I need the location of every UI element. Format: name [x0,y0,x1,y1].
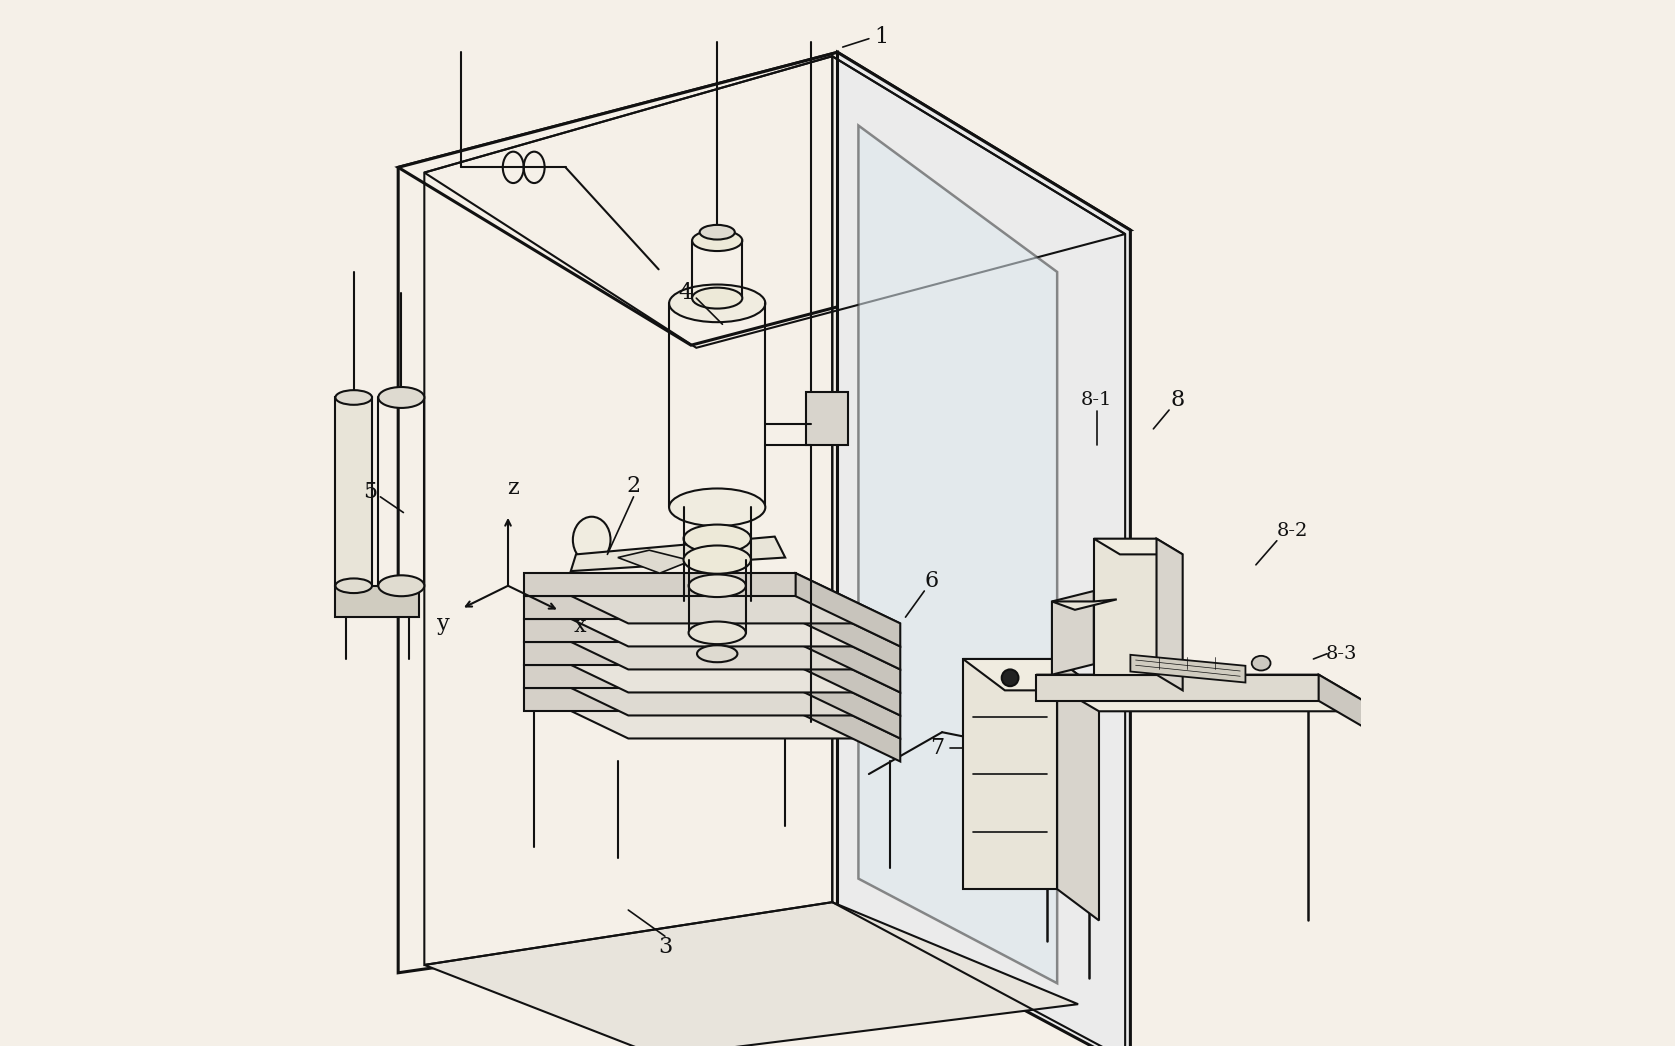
Ellipse shape [688,574,745,597]
Polygon shape [524,573,899,623]
Ellipse shape [335,578,372,593]
Text: 6: 6 [925,569,938,592]
Polygon shape [806,392,848,445]
Polygon shape [963,659,1099,690]
Polygon shape [524,573,796,596]
Text: 5: 5 [363,480,377,503]
Polygon shape [1318,675,1382,737]
Polygon shape [399,52,838,973]
Ellipse shape [668,488,765,526]
Text: 7: 7 [930,736,945,759]
Polygon shape [796,619,899,692]
Ellipse shape [379,575,424,596]
Ellipse shape [573,517,610,563]
Polygon shape [524,642,899,692]
Polygon shape [1094,539,1156,675]
Polygon shape [524,596,899,646]
Text: 1: 1 [874,25,888,48]
Polygon shape [524,642,796,665]
Text: 2: 2 [626,475,640,498]
Ellipse shape [683,546,750,573]
Polygon shape [524,596,796,619]
Polygon shape [1037,675,1382,711]
Polygon shape [796,573,899,646]
Polygon shape [335,586,419,617]
Text: 8: 8 [1171,388,1184,411]
Ellipse shape [688,621,745,644]
Ellipse shape [700,225,735,240]
Text: 8-1: 8-1 [1082,390,1112,409]
Ellipse shape [697,645,737,662]
Polygon shape [335,397,372,586]
Text: x: x [575,615,586,637]
Text: 3: 3 [658,935,672,958]
Polygon shape [618,550,692,573]
Polygon shape [524,665,899,715]
Polygon shape [858,126,1057,983]
Ellipse shape [335,390,372,405]
Polygon shape [796,688,899,761]
Polygon shape [796,665,899,738]
Ellipse shape [692,288,742,309]
Polygon shape [1094,539,1183,554]
Polygon shape [1052,599,1117,610]
Text: 8-2: 8-2 [1276,522,1308,541]
Polygon shape [796,596,899,669]
Polygon shape [963,659,1057,889]
Ellipse shape [692,230,742,251]
Polygon shape [524,688,899,738]
Polygon shape [524,665,796,688]
Polygon shape [1037,675,1318,701]
Polygon shape [1156,539,1183,690]
Polygon shape [524,688,796,711]
Polygon shape [524,619,796,642]
Polygon shape [399,52,1131,345]
Polygon shape [796,642,899,715]
Ellipse shape [379,387,424,408]
Ellipse shape [683,525,750,552]
Ellipse shape [1251,656,1271,670]
Polygon shape [1057,659,1099,920]
Polygon shape [1052,591,1094,675]
Polygon shape [571,537,786,571]
Polygon shape [424,902,1079,1046]
Text: 8-3: 8-3 [1327,644,1357,663]
Ellipse shape [1002,669,1018,686]
Text: z: z [508,477,519,499]
Polygon shape [1131,655,1246,683]
Text: 4: 4 [678,281,693,304]
Ellipse shape [668,285,765,322]
Polygon shape [524,619,899,669]
Polygon shape [838,52,1131,1046]
Text: y: y [437,613,449,635]
